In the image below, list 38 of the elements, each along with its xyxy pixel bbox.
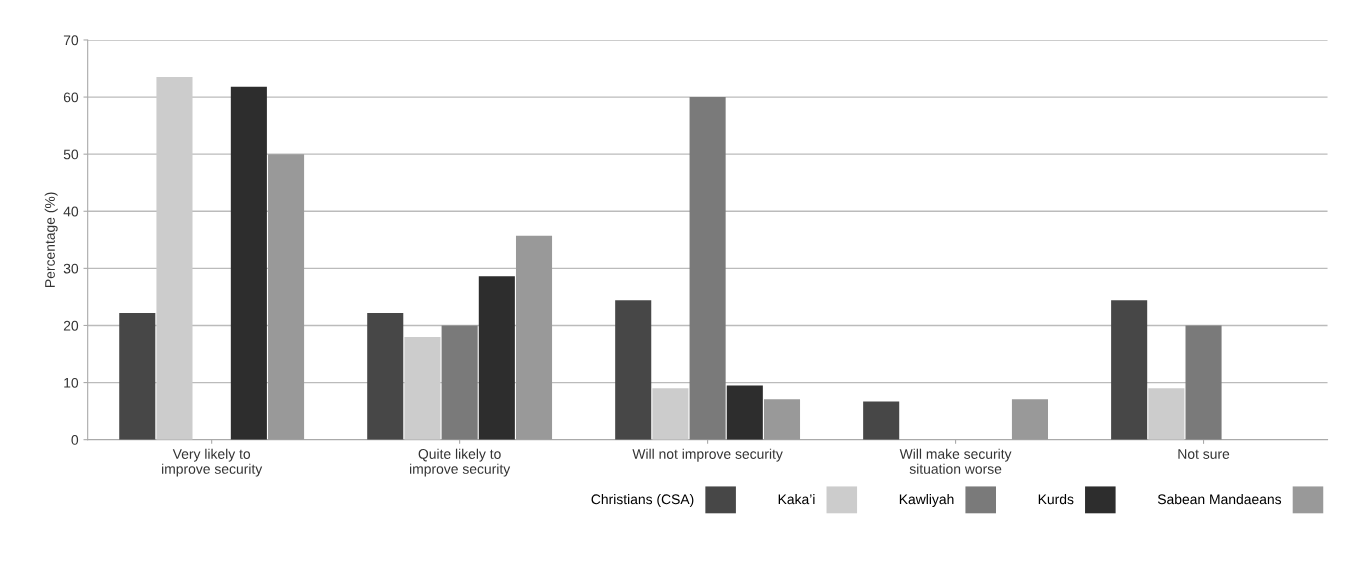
x-tick-label: Will make security situation worse xyxy=(899,448,1012,474)
bar xyxy=(268,154,305,440)
y-tick-label: 20 xyxy=(63,320,79,331)
bar xyxy=(230,86,267,440)
bar xyxy=(156,77,193,440)
bar xyxy=(404,336,441,440)
legend-label: Kaka’i xyxy=(778,494,815,505)
bar xyxy=(763,399,801,440)
legend-label: Sabean Mandaeans xyxy=(1157,494,1282,505)
x-tick-label: Will not improve security xyxy=(632,448,783,462)
y-tick-label: 10 xyxy=(64,377,79,388)
y-tick-label: 30 xyxy=(63,263,79,274)
x-tick-label: Very likely to improve security xyxy=(162,448,263,477)
bar xyxy=(726,385,763,440)
bar xyxy=(615,300,652,440)
y-axis-title: Percentage (%) xyxy=(44,192,58,287)
y-tick-label: 0 xyxy=(71,435,79,445)
bar xyxy=(1148,388,1185,440)
legend-label: Kurds xyxy=(1038,494,1074,505)
bar xyxy=(441,325,478,440)
y-tick-label: 70 xyxy=(63,35,79,46)
x-tick-label: Quite likely to improve security xyxy=(410,448,511,477)
y-tick-label: 50 xyxy=(63,149,79,160)
y-tick-label: 60 xyxy=(63,92,79,103)
bar xyxy=(689,97,726,440)
bar xyxy=(367,312,404,440)
bar xyxy=(863,401,900,440)
bar xyxy=(652,388,689,440)
bar xyxy=(119,312,156,440)
bar xyxy=(1111,300,1148,440)
bar xyxy=(478,276,515,440)
legend-label: Kawliyah xyxy=(899,494,954,507)
x-tick-label: Not sure xyxy=(1178,449,1230,459)
bar xyxy=(1011,399,1049,440)
legend-label: Christians (CSA) xyxy=(591,494,694,507)
bar xyxy=(515,235,553,440)
bar xyxy=(1185,325,1222,440)
y-tick-label: 40 xyxy=(63,206,79,217)
